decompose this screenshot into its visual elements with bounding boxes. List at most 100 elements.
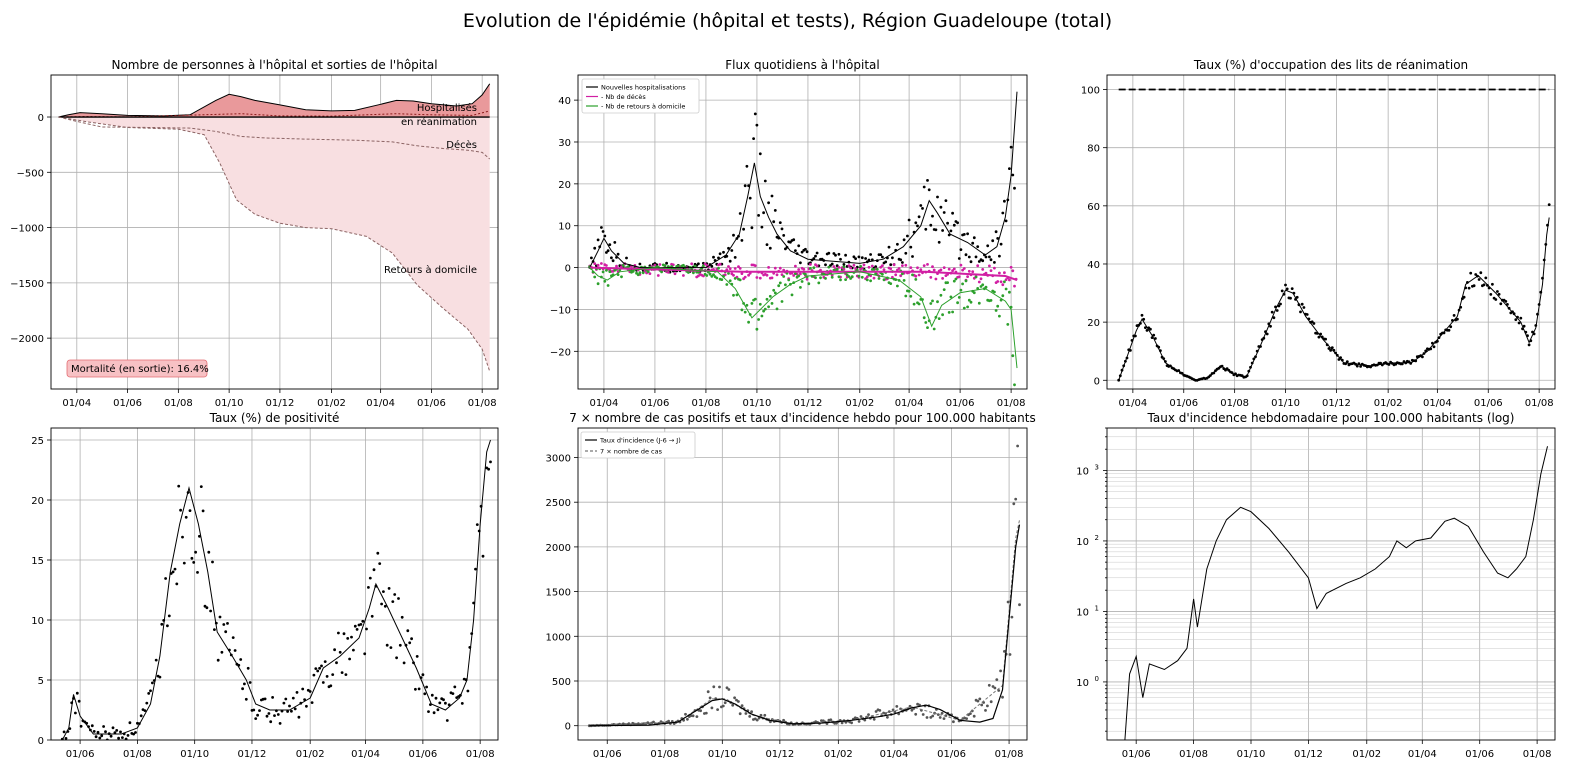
flux-point-0 [727,246,730,250]
positivite-point [104,730,107,734]
positivite-point [353,624,357,628]
positivite-point [96,730,100,734]
positivite-point [308,690,312,693]
chart-positivite: Taux (%) de positivité 01/06 01/08 01/10 01/… [31,411,499,760]
flux-point-2 [996,304,1000,308]
flux-point-2 [942,288,946,291]
flux-point-0 [911,255,914,258]
cas-point [835,721,838,725]
positivite-point [175,582,179,586]
cas-point [857,720,861,723]
positivite-point [335,661,338,665]
flux-point-2 [869,279,872,283]
rea-point [1152,333,1156,337]
flux-point-2 [732,293,735,297]
flux-point-0 [740,239,744,242]
x-tick-label: 01/04 [590,398,619,409]
x-tick-label: 01/02 [824,749,853,760]
flux-point-2 [780,300,784,303]
flux-point-0 [941,229,944,232]
plot-area [588,91,1018,387]
rea-point [1482,283,1486,287]
cas-point [829,718,833,722]
flux-point-0 [870,258,874,262]
flux-point-1 [799,272,802,276]
rea-point [1302,306,1306,309]
cas-point [1018,603,1021,607]
positivite-point [199,485,203,488]
y-tick-label: 60 [1087,202,1100,213]
flux-point-2 [966,305,969,309]
flux-point-1 [959,263,963,267]
flux-point-2 [720,278,724,281]
x-tick-label: 01/10 [1237,749,1266,760]
flux-point-0 [718,252,722,256]
y-tick-label: 2000 [546,543,571,554]
chart-title: Taux (%) de positivité [209,411,340,425]
positivite-point [241,687,245,691]
x-tick-label: 01/02 [845,398,874,409]
x-tick-label: 01/08 [1525,398,1554,409]
positivite-point [252,708,256,712]
positivite-point [421,673,425,677]
positivite-point [201,509,205,513]
cas-point [755,718,759,722]
positivite-point [474,567,477,571]
flux-point-2 [924,321,928,324]
rea-point [1467,286,1471,290]
x-tick-label: 01/08 [164,398,193,409]
x-tick-label: 01/08 [1220,398,1249,409]
positivite-point [198,534,201,538]
cas-point [740,704,744,708]
flux-point-2 [882,278,886,282]
flux-point-2 [606,284,610,287]
positivite-point [389,646,393,649]
y-tick-label: 2500 [546,498,571,509]
positivite-point [314,667,318,670]
flux-point-2 [951,310,954,314]
cas-point [718,685,721,689]
flux-point-2 [758,302,762,306]
flux-point-2 [860,275,864,279]
flux-point-1 [926,263,929,266]
flux-point-0 [770,194,774,198]
cas-point [750,710,753,714]
flux-point-1 [847,264,851,267]
positivite-point [74,711,77,715]
x-tick-label: 01/06 [1169,398,1198,409]
hospitalises-area [58,83,490,118]
x-tick-label: 01/04 [895,398,924,409]
positivite-point [239,658,243,661]
flux-point-0 [864,257,867,260]
flux-point-0 [993,261,996,264]
positivite-point [305,704,308,708]
positivite-point [451,692,455,695]
rea-point [1517,321,1521,325]
rea-point [1330,346,1334,349]
flux-point-2 [797,274,801,278]
flux-point-1 [891,275,894,279]
flux-point-1 [899,274,903,278]
flux-point-2 [710,275,714,278]
cas-point [1016,444,1019,448]
positivite-point [383,604,387,608]
flux-point-2 [715,276,719,280]
flux-point-2 [620,275,623,279]
flux-point-0 [830,262,834,266]
rea-point [1269,324,1272,328]
flux-point-2 [804,272,807,276]
rea-point [1456,317,1459,321]
positivite-point [231,636,235,639]
flux-point-0 [763,179,767,183]
positivite-point [378,562,382,565]
rea-line [1118,217,1550,381]
chart-title: Flux quotidiens à l'hôpital [725,58,879,72]
flux-point-2 [787,278,791,282]
flux-point-2 [596,282,600,286]
flux-point-2 [800,280,804,283]
flux-point-2 [941,313,944,317]
positivite-point [192,561,196,564]
rea-point [1324,337,1327,341]
flux-point-2 [937,317,941,320]
x-tick-label: 01/12 [794,398,823,409]
